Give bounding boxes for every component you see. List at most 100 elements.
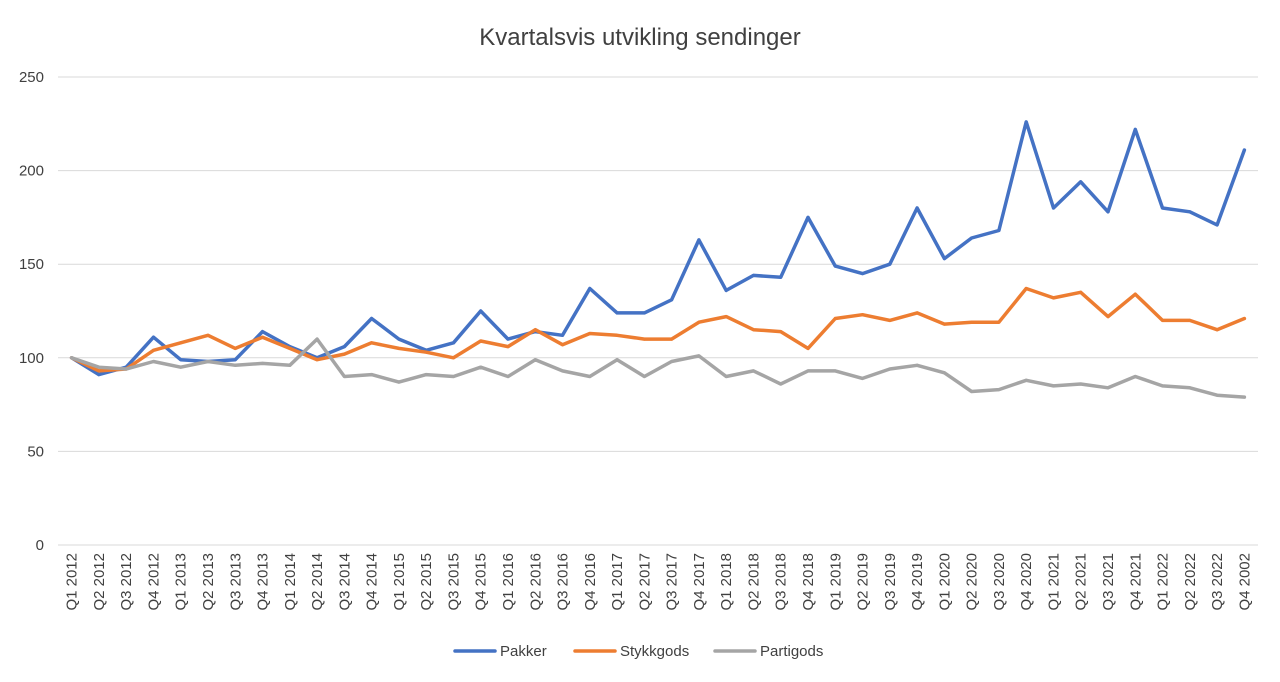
data-point [506,337,510,341]
data-point [915,363,919,367]
series-line [69,337,1247,399]
data-point [451,356,455,360]
data-point [806,215,810,219]
data-point [97,373,101,377]
data-point [942,371,946,375]
x-tick-label: Q3 2018 [773,553,790,611]
data-point [1024,120,1028,124]
series-line [69,120,1247,377]
data-point [751,273,755,277]
data-point [479,339,483,343]
x-tick-label: Q1 2017 [609,553,626,611]
data-point [1161,206,1165,210]
data-point [288,346,292,350]
data-point [751,369,755,373]
data-point [370,316,374,320]
data-point [506,375,510,379]
x-tick-label: Q1 2013 [173,553,190,611]
data-point [833,316,837,320]
data-point [397,346,401,350]
legend: Pakker Stykkgods Partigods [453,643,823,660]
data-point [342,375,346,379]
x-tick-label: Q4 2013 [255,553,272,611]
data-point [179,358,183,362]
data-point [1133,375,1137,379]
x-tick-label: Q1 2016 [500,553,517,611]
x-tick-label: Q1 2014 [282,553,299,611]
x-tick-label: Q1 2012 [64,553,81,611]
data-point [124,367,128,371]
y-tick-label: 150 [19,256,44,273]
data-point [424,373,428,377]
x-tick-label: Q4 2017 [691,553,708,611]
legend-label: Partigods [760,643,823,660]
data-point [151,348,155,352]
data-point [97,365,101,369]
y-tick-label: 50 [27,443,44,460]
data-point [1024,287,1028,291]
data-point [1188,318,1192,322]
x-tick-label: Q2 2017 [636,553,653,611]
y-tick-label: 100 [19,350,44,367]
data-point [779,275,783,279]
x-tick-label: Q4 2020 [1018,553,1035,611]
data-point [1242,316,1246,320]
data-point [833,369,837,373]
data-point [642,337,646,341]
data-point [942,322,946,326]
x-tick-label: Q3 2022 [1209,553,1226,611]
x-tick-label: Q3 2016 [555,553,572,611]
data-point [1215,328,1219,332]
data-point [97,369,101,373]
data-point [670,360,674,364]
data-point [151,335,155,339]
data-point [1106,315,1110,319]
data-point [615,358,619,362]
data-point [561,333,565,337]
x-tick-label: Q2 2014 [309,553,326,611]
x-tick-label: Q2 2016 [527,553,544,611]
data-point [288,363,292,367]
data-point [615,333,619,337]
grid-layer [58,76,1258,546]
x-tick-label: Q4 2002 [1236,553,1253,611]
x-tick-label: Q2 2018 [745,553,762,611]
data-point [151,360,155,364]
data-point [1106,386,1110,390]
data-point [833,264,837,268]
series-line [69,286,1247,373]
x-tick-label: Q3 2014 [336,553,353,611]
data-point [970,389,974,393]
data-point [697,354,701,358]
y-tick-label: 250 [19,69,44,86]
data-point [179,365,183,369]
data-point [206,360,210,364]
data-point [397,380,401,384]
data-point [315,358,319,362]
data-point [261,361,265,365]
data-point [370,341,374,345]
data-point [561,369,565,373]
x-tick-label: Q1 2015 [391,553,408,611]
data-point [533,358,537,362]
x-tick-label: Q3 2012 [118,553,135,611]
data-point [451,375,455,379]
data-point [1133,292,1137,296]
data-point [642,375,646,379]
data-point [342,345,346,349]
x-tick-label: Q2 2021 [1073,553,1090,611]
y-tick-label: 0 [36,537,44,554]
x-tick-label: Q3 2013 [227,553,244,611]
x-tick-label: Q4 2021 [1127,553,1144,611]
data-point [588,331,592,335]
data-point [233,346,237,350]
legend-label: Pakker [500,643,547,660]
data-point [861,313,865,317]
x-tick-label: Q4 2019 [909,553,926,611]
data-point [397,337,401,341]
x-tick-label: Q3 2020 [991,553,1008,611]
data-point [670,337,674,341]
x-tick-label: Q3 2019 [882,553,899,611]
data-point [1051,296,1055,300]
